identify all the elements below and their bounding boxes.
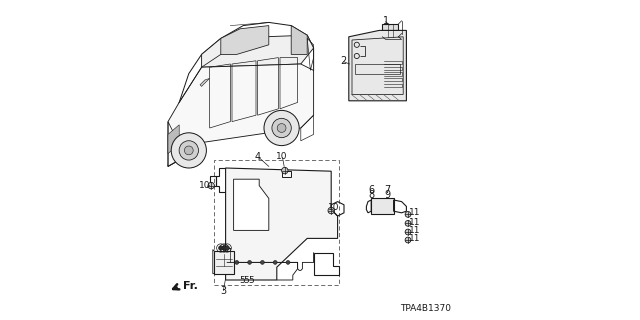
Text: 10: 10 xyxy=(276,152,287,161)
Text: 4: 4 xyxy=(255,152,260,162)
Circle shape xyxy=(225,246,230,250)
Text: 9: 9 xyxy=(384,190,390,200)
Text: 11: 11 xyxy=(409,226,420,235)
Polygon shape xyxy=(221,26,269,54)
Text: 7: 7 xyxy=(384,185,390,196)
Text: TPA4B1370: TPA4B1370 xyxy=(400,304,451,313)
Circle shape xyxy=(235,260,239,264)
Text: 5: 5 xyxy=(244,276,249,285)
Text: Fr.: Fr. xyxy=(183,281,198,292)
Bar xyxy=(383,24,398,37)
Circle shape xyxy=(260,260,264,264)
Polygon shape xyxy=(168,64,314,166)
Text: 8: 8 xyxy=(368,190,374,200)
Polygon shape xyxy=(349,30,406,101)
Polygon shape xyxy=(226,168,338,280)
Text: 11: 11 xyxy=(409,208,420,217)
Circle shape xyxy=(277,124,286,132)
Text: 3: 3 xyxy=(220,286,227,296)
Text: 10: 10 xyxy=(199,181,211,190)
Bar xyxy=(214,251,234,274)
Text: 11: 11 xyxy=(409,218,420,227)
Circle shape xyxy=(248,260,252,264)
Circle shape xyxy=(405,212,411,217)
Text: 1: 1 xyxy=(383,16,388,26)
Text: 5: 5 xyxy=(248,276,253,285)
Text: 10: 10 xyxy=(328,204,339,212)
Polygon shape xyxy=(371,198,394,214)
Polygon shape xyxy=(168,125,179,154)
Circle shape xyxy=(405,220,411,226)
Polygon shape xyxy=(202,35,314,67)
Bar xyxy=(214,160,339,285)
Circle shape xyxy=(405,229,411,235)
Circle shape xyxy=(218,246,223,250)
Circle shape xyxy=(273,260,277,264)
Polygon shape xyxy=(200,78,210,86)
Text: 11: 11 xyxy=(409,234,420,243)
Text: 2: 2 xyxy=(340,56,346,66)
Circle shape xyxy=(272,118,291,138)
Circle shape xyxy=(282,167,288,174)
Circle shape xyxy=(172,133,206,168)
Polygon shape xyxy=(234,179,269,230)
Circle shape xyxy=(286,260,290,264)
Bar xyxy=(282,171,291,177)
Text: 6: 6 xyxy=(368,185,374,196)
Circle shape xyxy=(328,207,335,214)
Circle shape xyxy=(264,110,300,146)
Polygon shape xyxy=(291,26,307,54)
Circle shape xyxy=(184,146,193,155)
Text: 5: 5 xyxy=(239,276,244,285)
Circle shape xyxy=(179,141,198,160)
Circle shape xyxy=(208,182,214,189)
Circle shape xyxy=(405,237,411,243)
Circle shape xyxy=(222,246,227,250)
